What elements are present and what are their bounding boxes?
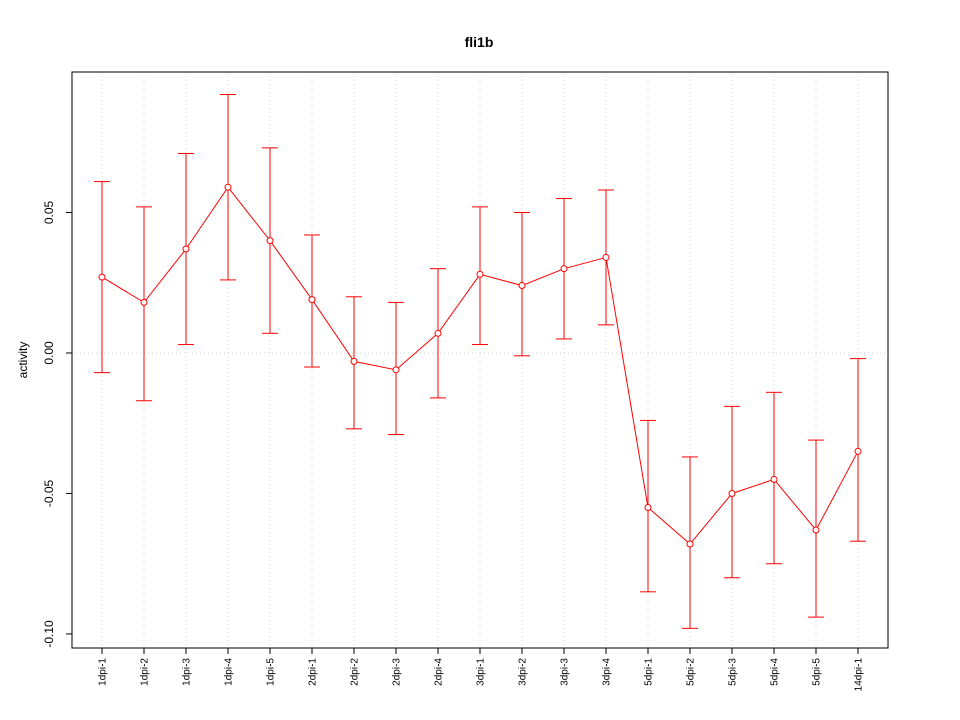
x-tick-label: 3dpi-3 [560, 658, 571, 686]
x-tick-label: 1dpi-3 [182, 658, 193, 686]
data-point [350, 357, 358, 365]
x-tick-label: 2dpi-1 [308, 658, 319, 686]
data-point [182, 245, 190, 253]
data-point [770, 475, 778, 483]
data-point [644, 504, 652, 512]
x-tick-label: 5dpi-2 [686, 658, 697, 686]
y-axis: -0.10 -0.05 0.00 0.05 [42, 200, 72, 648]
x-tick-label: 1dpi-1 [98, 658, 109, 686]
x-axis: 1dpi-1 1dpi-2 1dpi-3 1dpi-4 1dpi-5 2dpi-1 2dpi… [98, 648, 865, 691]
data-point [392, 366, 400, 374]
x-tick-label: 2dpi-4 [434, 658, 445, 686]
grid-lines [72, 72, 888, 648]
data-point [266, 237, 274, 245]
plot-frame [71, 71, 889, 649]
y-axis-label: activity [16, 342, 30, 379]
x-tick-label: 5dpi-4 [770, 658, 781, 686]
x-tick-label: 5dpi-3 [728, 658, 739, 686]
chart-title: fli1b [465, 34, 494, 50]
x-tick-label: 1dpi-4 [224, 658, 235, 686]
x-tick-label: 1dpi-5 [266, 658, 277, 686]
x-tick-label: 1dpi-2 [140, 658, 151, 686]
data-point [812, 526, 820, 534]
data-point [140, 298, 148, 306]
data-point [224, 183, 232, 191]
data-point [686, 540, 694, 548]
y-tick-label: -0.10 [42, 620, 56, 648]
data-point [854, 447, 862, 455]
data-point [518, 282, 526, 290]
data-point [434, 329, 442, 337]
x-tick-label: 5dpi-1 [644, 658, 655, 686]
x-tick-label: 5dpi-5 [812, 658, 823, 686]
x-tick-label: 3dpi-1 [476, 658, 487, 686]
x-tick-label: 14dpi-1 [854, 658, 865, 692]
data-point [476, 270, 484, 278]
x-tick-label: 2dpi-3 [392, 658, 403, 686]
y-tick-label: 0.00 [42, 341, 56, 365]
y-tick-label: -0.05 [42, 479, 56, 507]
x-tick-label: 2dpi-2 [350, 658, 361, 686]
data-point [728, 489, 736, 497]
y-tick-label: 0.05 [42, 200, 56, 224]
data-point [98, 273, 106, 281]
data-point [602, 253, 610, 261]
x-tick-label: 3dpi-2 [518, 658, 529, 686]
x-tick-label: 3dpi-4 [602, 658, 613, 686]
data-point [308, 296, 316, 304]
data-series [94, 93, 866, 629]
data-point [560, 265, 568, 273]
